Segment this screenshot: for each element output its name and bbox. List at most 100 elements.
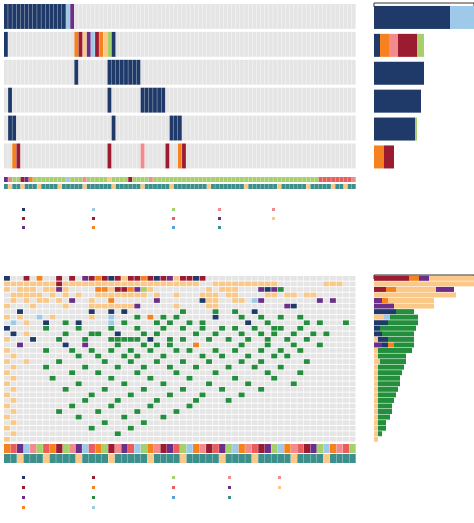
alteration-cell (114, 342, 121, 348)
alteration-cell (277, 325, 284, 331)
annotation-cell (107, 184, 112, 189)
empty-cell (212, 359, 219, 364)
side-bar-segment (388, 298, 434, 304)
empty-cell (166, 325, 173, 331)
empty-cell (336, 298, 343, 303)
empty-cell (264, 436, 271, 442)
empty-cell (144, 115, 149, 141)
annotation-cell (193, 444, 200, 453)
empty-cell (160, 425, 167, 431)
empty-cell (349, 398, 356, 403)
empty-cell (310, 115, 315, 141)
empty-cell (225, 375, 232, 381)
empty-cell (219, 370, 226, 375)
empty-cell (186, 287, 193, 292)
empty-cell (4, 292, 10, 298)
side-bar-segment (374, 364, 378, 370)
empty-cell (238, 436, 245, 442)
empty-cell (186, 309, 193, 314)
empty-cell (297, 375, 304, 381)
empty-cell (180, 392, 186, 398)
empty-cell (310, 281, 317, 287)
empty-cell (343, 115, 348, 141)
empty-cell (134, 392, 141, 398)
empty-cell (245, 276, 252, 281)
empty-cell (144, 4, 149, 29)
empty-cell (260, 87, 265, 113)
annotation-cell (24, 184, 29, 189)
empty-cell (121, 375, 128, 381)
empty-cell (336, 337, 343, 342)
empty-cell (160, 320, 167, 326)
annotation-cell (43, 454, 50, 463)
empty-cell (153, 420, 160, 425)
empty-cell (193, 431, 199, 437)
empty-cell (206, 348, 212, 353)
empty-cell (121, 431, 128, 437)
empty-cell (277, 298, 284, 303)
empty-cell (160, 342, 167, 348)
empty-cell (166, 303, 173, 309)
empty-cell (134, 398, 141, 403)
alteration-cell (206, 359, 212, 364)
empty-cell (202, 31, 207, 57)
empty-cell (336, 420, 343, 425)
empty-cell (277, 398, 284, 403)
empty-cell (277, 281, 284, 287)
empty-cell (173, 420, 180, 425)
empty-cell (69, 342, 76, 348)
legend-swatch (172, 226, 175, 229)
empty-cell (82, 331, 89, 337)
empty-cell (318, 59, 323, 85)
alteration-cell (10, 353, 17, 359)
empty-cell (121, 364, 128, 370)
empty-cell (119, 115, 124, 141)
empty-cell (169, 4, 174, 29)
annotation-cell (127, 444, 135, 453)
annotation-cell (269, 184, 273, 189)
empty-cell (289, 87, 294, 113)
empty-cell (318, 4, 323, 29)
legend-swatch (92, 226, 95, 229)
alteration-cell (82, 364, 89, 370)
empty-cell (306, 4, 311, 29)
empty-cell (290, 364, 297, 370)
empty-cell (127, 314, 134, 320)
empty-cell (335, 59, 340, 85)
empty-cell (69, 353, 76, 359)
empty-cell (53, 59, 58, 85)
empty-cell (329, 370, 336, 375)
heatmap-row (4, 425, 356, 431)
empty-cell (30, 375, 36, 381)
annotation-cell (49, 177, 54, 182)
heatmap-row (4, 375, 356, 381)
alteration-cell (238, 298, 245, 303)
annotation-cell (177, 184, 182, 189)
annotation-cell (232, 444, 239, 453)
annotation-cell (43, 444, 50, 453)
empty-cell (78, 59, 83, 85)
alteration-cell (160, 276, 167, 281)
alteration-cell (258, 314, 265, 320)
empty-cell (302, 115, 306, 141)
empty-cell (343, 31, 348, 57)
empty-cell (180, 353, 186, 359)
empty-cell (235, 87, 240, 113)
empty-cell (114, 381, 121, 387)
alteration-cell (238, 392, 245, 398)
annotation-cell (182, 184, 186, 189)
empty-cell (140, 414, 147, 420)
empty-cell (28, 87, 33, 113)
empty-cell (56, 314, 63, 320)
empty-cell (206, 425, 212, 431)
empty-cell (101, 425, 108, 431)
empty-cell (206, 431, 212, 437)
annotation-cell (198, 177, 203, 182)
annotation-cell (303, 454, 311, 463)
panel-top (4, 2, 474, 229)
empty-cell (336, 276, 343, 281)
empty-cell (36, 431, 43, 437)
annotation-cell (140, 454, 148, 463)
empty-cell (206, 320, 212, 326)
side-bar-segment (415, 117, 417, 141)
